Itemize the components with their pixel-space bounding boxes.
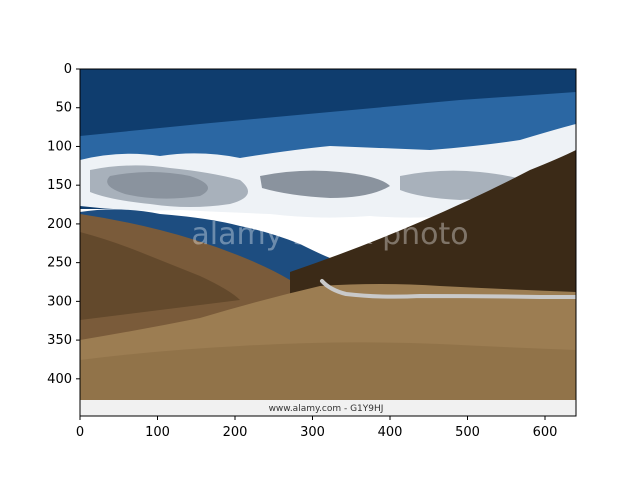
x-tick-label: 600	[533, 425, 558, 440]
footer-strip	[80, 400, 576, 416]
x-axis: 0 100 200 300 400 500 600	[76, 416, 558, 440]
x-tick-label: 0	[76, 425, 84, 440]
y-tick-label: 250	[47, 256, 72, 271]
cloud-dark-left	[107, 172, 208, 199]
x-tick-label: 400	[378, 425, 403, 440]
right-hill-dark	[290, 150, 576, 300]
valley-floor-shade	[80, 342, 576, 400]
watermark-text: alamy stock photo	[191, 217, 468, 252]
x-tick-label: 500	[455, 425, 480, 440]
y-axis: 0 50 100 150 200 250 300 350 400	[47, 62, 80, 387]
y-tick-label: 200	[47, 217, 72, 232]
x-tick-label: 200	[223, 425, 248, 440]
x-tick-label: 300	[300, 425, 325, 440]
y-tick-label: 400	[47, 372, 72, 387]
cloud-grey-center	[260, 170, 390, 198]
y-tick-label: 150	[47, 178, 72, 193]
y-tick-label: 100	[47, 139, 72, 154]
y-tick-label: 350	[47, 333, 72, 348]
axes-frame	[79, 68, 577, 417]
footer-text: www.alamy.com - G1Y9HJ	[269, 404, 384, 414]
road	[320, 279, 576, 299]
left-hill-shadow	[80, 232, 240, 320]
x-tick-label: 100	[145, 425, 170, 440]
photo-image: alamy stock photo www.alamy.com - G1Y9HJ	[80, 69, 576, 416]
y-tick-label: 300	[47, 294, 72, 309]
y-tick-label: 50	[55, 101, 72, 116]
y-tick-label: 0	[64, 62, 72, 77]
